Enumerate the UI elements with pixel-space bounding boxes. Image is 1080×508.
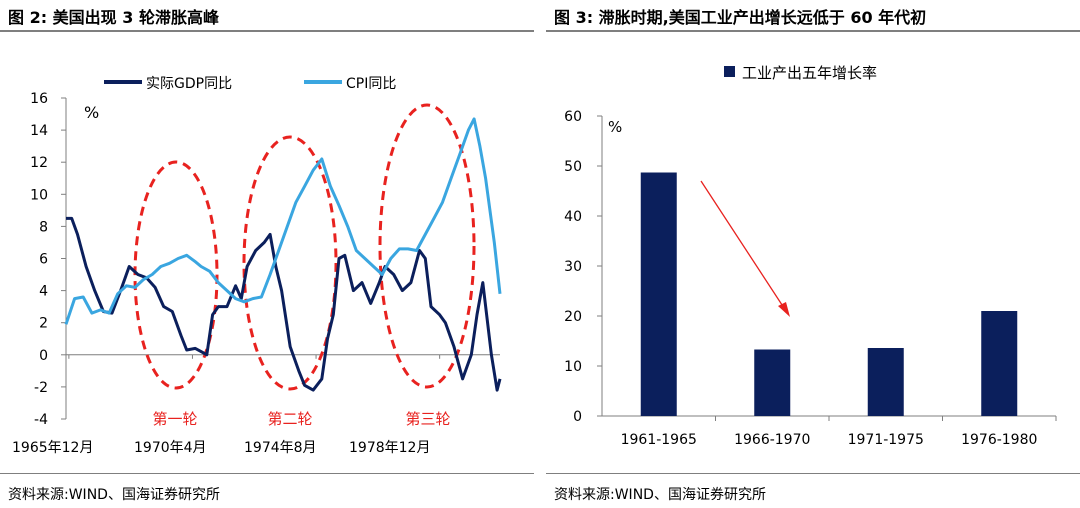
x-tick-label: 1978年12月	[349, 440, 430, 456]
figure-3-source: 资料来源:WIND、国海证券研究所	[554, 487, 766, 503]
y-tick-label: 10	[30, 187, 48, 203]
round-annotations: 第一轮 第二轮 第三轮	[152, 410, 450, 428]
title-divider	[546, 30, 1080, 32]
stagflation-ellipse-1	[133, 160, 219, 390]
annotation-round-1: 第一轮	[152, 410, 197, 428]
y-tick-label: 50	[564, 159, 582, 175]
y-tick-label: -4	[34, 412, 48, 428]
bar	[640, 172, 677, 416]
y-unit-label: %	[84, 103, 99, 122]
title-divider	[0, 30, 534, 32]
source-divider	[546, 473, 1080, 474]
y-unit-label: %	[608, 118, 622, 136]
line-chart-axes: 16 14 12 10 8 6 4 2 0 -2 -4	[30, 91, 500, 428]
legend-swatch-industrial	[724, 66, 735, 77]
legend-label-gdp: 实际GDP同比	[146, 76, 232, 92]
bar	[867, 348, 904, 416]
y-tick-label: 6	[39, 252, 48, 268]
figure-2-panel: 图 2: 美国出现 3 轮滞胀高峰 16 14 12 10 8 6 4 2 0 -2 -4 实际GD…	[0, 0, 534, 508]
y-tick-label: -2	[34, 380, 48, 396]
figure-2-source: 资料来源:WIND、国海证券研究所	[8, 487, 220, 503]
stagflation-ellipse-2	[242, 135, 338, 391]
y-tick-label: 8	[39, 219, 48, 235]
series-line-gdp	[66, 216, 502, 392]
annotation-round-3: 第三轮	[405, 410, 450, 428]
y-tick-label: 0	[39, 348, 48, 364]
y-tick-label: 12	[30, 155, 48, 171]
figure-2-title: 图 2: 美国出现 3 轮滞胀高峰	[8, 8, 219, 27]
bar-chart-bars	[640, 172, 1018, 416]
y-tick-label: 40	[564, 209, 582, 225]
bar-chart: 60 50 40 30 20 10 0 1961-1965 1966-1970 1971-1975…	[564, 64, 1057, 448]
series-line-cpi	[64, 117, 502, 325]
y-tick-label: 10	[564, 359, 582, 375]
decline-arrow-head	[778, 302, 790, 317]
bar-chart-axes: 60 50 40 30 20 10 0 1961-1965 1966-1970 1971-1975…	[564, 109, 1057, 448]
x-tick-label: 1965年12月	[12, 440, 93, 456]
x-tick-label: 1971-1975	[848, 432, 924, 448]
x-tick-label: 1974年8月	[244, 440, 317, 456]
bar-chart-legend: 工业产出五年增长率	[724, 64, 877, 82]
annotation-round-2: 第二轮	[267, 410, 312, 428]
x-tick-label: 1961-1965	[621, 432, 697, 448]
bar	[981, 311, 1018, 416]
stagflation-ellipses	[133, 103, 476, 391]
y-tick-label: 4	[39, 284, 48, 300]
line-chart-series	[64, 117, 502, 392]
y-tick-label: 60	[564, 109, 582, 125]
bar	[754, 349, 791, 416]
y-tick-label: 20	[564, 309, 582, 325]
x-tick-label: 1976-1980	[961, 432, 1037, 448]
x-tick-label: 1970年4月	[134, 440, 207, 456]
source-divider	[0, 473, 534, 474]
y-tick-label: 14	[30, 123, 48, 139]
decline-arrow	[700, 180, 787, 312]
y-tick-label: 0	[573, 409, 582, 425]
x-tick-labels: 1965年12月 1970年4月 1974年8月 1978年12月	[12, 440, 430, 456]
y-tick-label: 2	[39, 316, 48, 332]
y-tick-label: 30	[564, 259, 582, 275]
x-tick-label: 1966-1970	[734, 432, 810, 448]
legend-label-cpi: CPI同比	[346, 76, 396, 92]
figure-3-title: 图 3: 滞胀时期,美国工业产出增长远低于 60 年代初	[554, 8, 927, 27]
line-chart-legend: 实际GDP同比 CPI同比	[104, 76, 396, 92]
line-chart: 16 14 12 10 8 6 4 2 0 -2 -4 实际GDP同比 CPI同比 % 第一轮 第二…	[12, 76, 502, 456]
stagflation-ellipse-3	[378, 103, 476, 389]
legend-label-industrial: 工业产出五年增长率	[742, 64, 877, 82]
y-tick-label: 16	[30, 91, 48, 107]
figure-3-panel: 图 3: 滞胀时期,美国工业产出增长远低于 60 年代初 60 50 40 30 20 1…	[546, 0, 1080, 508]
